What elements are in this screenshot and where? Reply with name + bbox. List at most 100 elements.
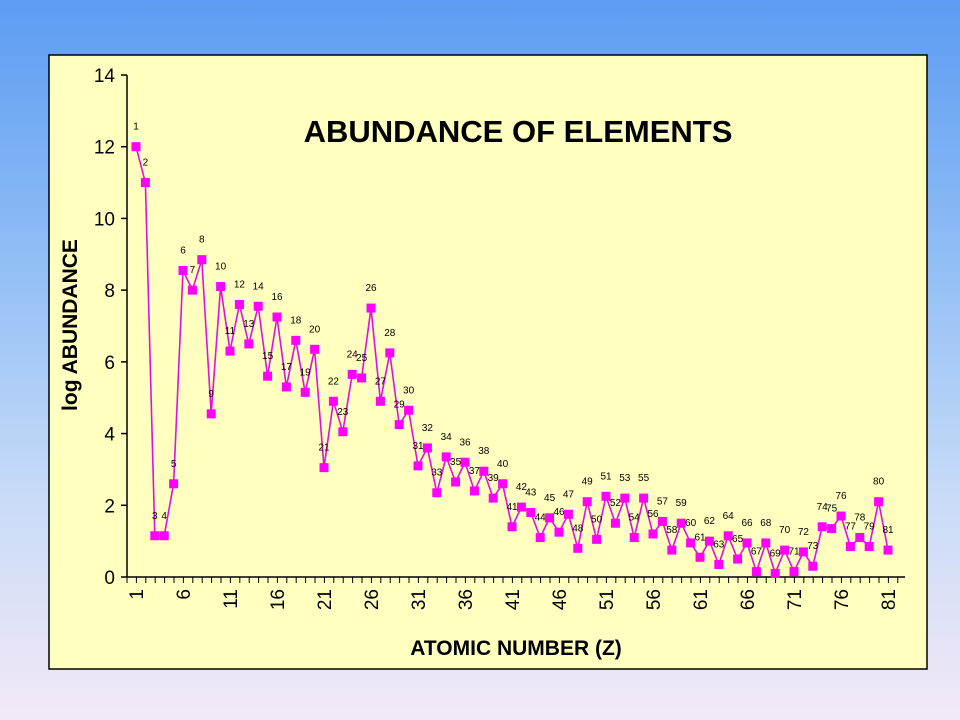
data-point (422, 443, 432, 453)
data-point (573, 543, 583, 553)
data-label: 56 (647, 509, 659, 520)
data-point (545, 513, 555, 523)
data-point (413, 461, 423, 471)
data-point (770, 568, 780, 578)
y-tick-label: 4 (104, 425, 115, 446)
data-label: 23 (337, 407, 349, 418)
data-label: 81 (882, 525, 894, 536)
data-label: 69 (770, 548, 782, 559)
data-label: 79 (864, 522, 876, 533)
data-point (451, 477, 461, 487)
x-tick-label: 26 (362, 589, 383, 610)
chart-title: ABUNDANCE OF ELEMENTS (304, 114, 733, 149)
data-point (366, 303, 376, 313)
data-label: 70 (779, 525, 791, 536)
data-point (441, 452, 451, 462)
data-label: 60 (685, 518, 697, 529)
data-label: 15 (262, 351, 274, 362)
data-label: 33 (431, 468, 443, 479)
data-point (178, 265, 188, 275)
x-tick-label: 36 (456, 589, 477, 610)
data-label: 4 (161, 511, 167, 522)
data-label: 31 (412, 441, 424, 452)
data-label: 34 (441, 432, 453, 443)
data-point (733, 554, 743, 564)
data-point (798, 547, 808, 557)
y-tick-label: 14 (94, 66, 116, 87)
series-layer: 123 4567891011121314151617181920212223242… (131, 122, 894, 578)
data-label: 25 (356, 353, 368, 364)
data-point (460, 457, 470, 467)
data-point (300, 387, 310, 397)
data-point (535, 533, 545, 543)
data-label: 10 (215, 262, 227, 273)
data-label: 24 (347, 349, 359, 360)
data-label: 18 (290, 315, 302, 326)
data-label: 42 (516, 482, 528, 493)
data-label: 29 (394, 400, 406, 411)
data-point (780, 545, 790, 555)
data-point (648, 529, 658, 539)
plot-area (48, 54, 928, 670)
data-point (253, 301, 263, 311)
data-point (140, 178, 150, 188)
data-label: 57 (657, 496, 669, 507)
data-label: 30 (403, 385, 415, 396)
data-label: 53 (619, 473, 631, 484)
x-tick-label: 56 (644, 589, 665, 610)
x-axis-title: ATOMIC NUMBER (Z) (410, 637, 622, 660)
y-tick-label: 2 (104, 496, 115, 517)
data-label: 40 (497, 459, 509, 470)
data-point (516, 502, 526, 512)
data-label: 38 (478, 446, 490, 457)
data-label: 52 (610, 498, 622, 509)
data-label: 6 (180, 245, 186, 256)
x-tick-label: 41 (503, 589, 524, 610)
y-tick-label: 0 (104, 568, 115, 589)
data-point (629, 533, 639, 543)
data-point (507, 522, 517, 532)
data-point (328, 396, 338, 406)
data-label: 21 (318, 443, 330, 454)
data-point (751, 567, 761, 577)
data-label: 20 (309, 324, 321, 335)
data-point (469, 486, 479, 496)
x-tick-label: 6 (174, 589, 195, 600)
x-tick-label: 46 (550, 589, 571, 610)
data-label: 59 (676, 498, 688, 509)
data-point (845, 542, 855, 552)
data-label: 13 (243, 319, 255, 330)
data-label: 62 (704, 516, 716, 527)
data-label: 77 (845, 522, 857, 533)
y-axis-title: log ABUNDANCE (59, 239, 82, 411)
data-label: 65 (732, 534, 744, 545)
data-label: 51 (600, 471, 612, 482)
data-point (216, 282, 226, 292)
data-point (554, 527, 564, 537)
data-point (338, 427, 348, 437)
data-label: 49 (582, 477, 594, 488)
data-label: 46 (553, 507, 565, 518)
data-point (695, 552, 705, 562)
data-label: 66 (741, 518, 753, 529)
data-point (244, 339, 254, 349)
data-label: 67 (751, 547, 763, 558)
x-tick-label: 81 (879, 589, 900, 610)
data-point (432, 488, 442, 498)
y-tick-label: 6 (104, 353, 115, 374)
data-label: 47 (563, 489, 575, 500)
x-tick-label: 61 (691, 589, 712, 610)
data-point (234, 299, 244, 309)
data-label: 9 (208, 389, 214, 400)
data-point (150, 531, 160, 541)
data-point (723, 531, 733, 541)
data-label: 8 (199, 235, 205, 246)
data-point (291, 335, 301, 345)
data-point (836, 511, 846, 521)
data-point (488, 493, 498, 503)
data-label: 44 (535, 513, 547, 524)
data-point (263, 371, 273, 381)
data-point (498, 479, 508, 489)
data-point (808, 561, 818, 571)
